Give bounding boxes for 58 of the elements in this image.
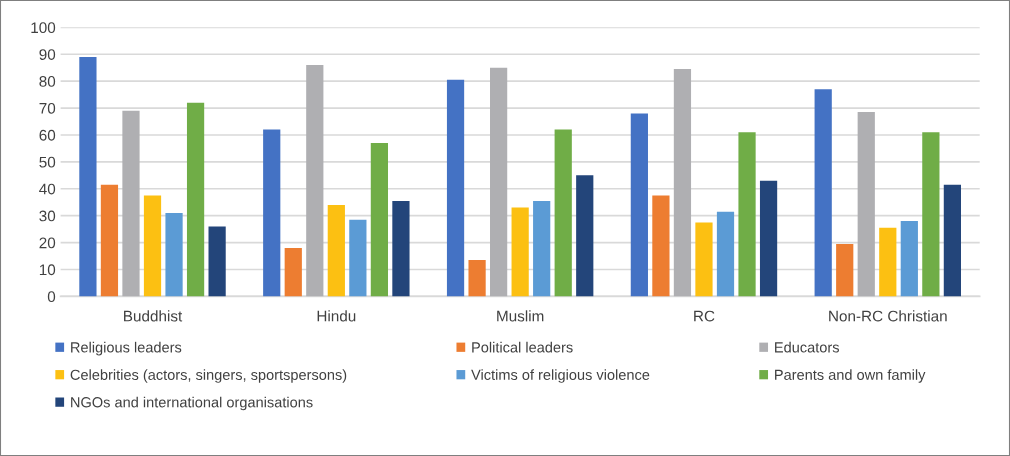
bar [857, 112, 875, 297]
bar [630, 113, 648, 297]
bar [446, 79, 465, 297]
bar [879, 227, 897, 297]
bar [263, 129, 281, 297]
legend-label: Parents and own family [775, 369, 926, 383]
y-tick-label: 40 [39, 183, 56, 195]
bar [392, 200, 410, 297]
x-tick-label: Muslim [497, 310, 544, 322]
bar [208, 226, 226, 297]
y-tick-label: 80 [39, 76, 56, 87]
bar [490, 67, 508, 297]
bar [186, 102, 205, 297]
bar [533, 200, 551, 297]
legend-label: Victims of religious violence [471, 369, 650, 383]
bar [554, 129, 572, 297]
y-tick-label: 10 [39, 264, 56, 276]
bar [900, 221, 918, 297]
bar [349, 219, 367, 297]
x-tick-label: Hindu [317, 310, 356, 322]
bar [327, 204, 345, 297]
bar [814, 89, 832, 297]
bar [922, 132, 940, 297]
x-tick-label: Buddhist [124, 310, 183, 322]
bar [306, 65, 324, 297]
bar [716, 211, 735, 297]
x-tick-label: Non-RC Christian [829, 310, 947, 322]
y-tick-label: 100 [31, 22, 56, 34]
bar [836, 243, 854, 297]
bar [79, 56, 97, 297]
bar [143, 195, 162, 297]
bar [370, 143, 389, 297]
bar [759, 180, 778, 297]
legend-label: Celebrities (actors, singers, sportspersons) [70, 369, 347, 383]
legend-label: Religious leaders [71, 341, 182, 356]
bar [511, 207, 529, 297]
y-tick-label: 30 [39, 210, 56, 222]
x-tick-label: RC [694, 310, 715, 322]
bar [284, 247, 302, 297]
bar [165, 213, 183, 297]
bar [943, 184, 961, 297]
legend-label: Political leaders [472, 341, 573, 353]
bar [673, 69, 692, 297]
y-tick-label: 60 [39, 129, 56, 141]
bar [576, 175, 594, 297]
legend-label: NGOs and international organisations [71, 396, 313, 411]
y-tick-label: 0 [47, 291, 56, 303]
bar [122, 110, 140, 297]
bar [468, 260, 486, 297]
bar [695, 222, 713, 297]
legend-label: Educators [775, 341, 839, 353]
y-tick-label: 70 [39, 102, 56, 114]
bar [652, 195, 670, 297]
y-tick-label: 50 [39, 156, 56, 168]
y-tick-label: 90 [39, 49, 56, 60]
bar [738, 132, 756, 297]
bar [100, 184, 119, 297]
y-tick-label: 20 [39, 237, 56, 249]
